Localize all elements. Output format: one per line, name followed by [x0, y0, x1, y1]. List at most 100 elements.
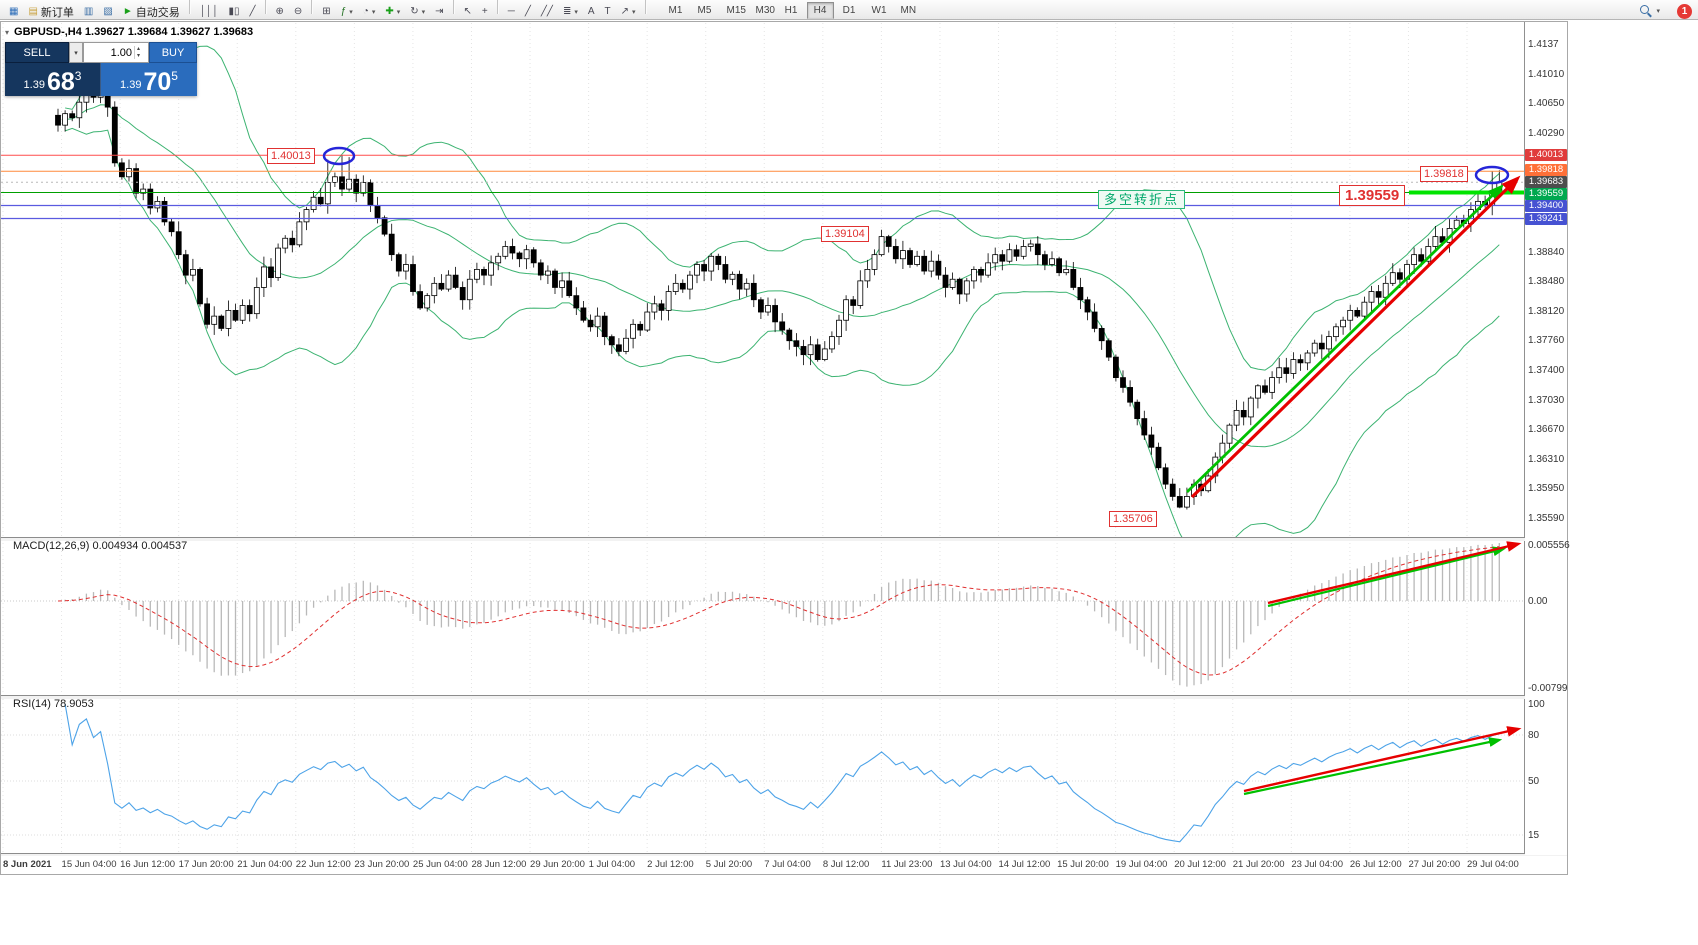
highlight-ellipse-2[interactable] [1474, 165, 1510, 185]
macd-green-trend-arrow[interactable] [1267, 546, 1507, 608]
zoom-in-button[interactable]: ⊕ [271, 3, 289, 21]
rsi-red-trend-arrow[interactable] [1243, 726, 1522, 793]
trendline-icon: ╱ [524, 5, 531, 17]
chart-window-gbpusd-h4: ▾ GBPUSD-,H4 1.39627 1.39684 1.39627 1.3… [0, 21, 1570, 875]
toolbar-separator [644, 0, 647, 14]
equidistant-channel-icon: ╱╱ [540, 5, 553, 17]
notification-badge[interactable]: 1 [1677, 3, 1692, 19]
highlight-ellipse-1[interactable] [322, 146, 356, 166]
cycles-button[interactable]: ↻ ▾ [405, 3, 430, 21]
time-axis[interactable]: 8 Jun 2021 15 Jun 04:00 16 Jun 12:00 17 Jun… [1, 856, 1567, 874]
macd-scale-label: 0.005556 [1528, 540, 1570, 551]
main-green-trend-arrow[interactable] [1186, 184, 1505, 494]
arrows-tool-button[interactable]: ↗ ▾ [616, 3, 641, 21]
text-tool-icon: A [587, 5, 595, 17]
tile-windows-button[interactable]: ⊞ [317, 3, 335, 21]
chart-canvas[interactable] [1, 22, 1567, 853]
indicators-list-button[interactable]: ƒ ▾ [336, 3, 358, 21]
price-axis-label: 1.35590 [1528, 512, 1565, 524]
horizontal-line-icon: ─ [507, 5, 515, 17]
autotrading-button[interactable]: ► 自动交易 [118, 3, 185, 21]
macd-label: MACD(12,26,9) 0.004934 0.004537 [13, 540, 188, 552]
timeframe-w1-button[interactable]: W1 [865, 2, 892, 19]
timeframe-mn-button[interactable]: MN [894, 2, 921, 19]
profiles-button[interactable]: ▧ [98, 3, 117, 21]
timeframe-h1-button[interactable]: H1 [778, 2, 805, 19]
periods-icon: ◔ [362, 5, 369, 17]
candles-chart-button[interactable]: ▮▯ [223, 3, 244, 21]
bars-chart-button[interactable]: │││ [195, 3, 224, 21]
timeframe-m1-button[interactable]: M1 [662, 2, 689, 19]
panel-splitter-rsi-axis[interactable] [1, 853, 1567, 857]
order-options-dropdown[interactable]: ▾ [69, 42, 83, 63]
app-menu-icon[interactable]: ▦ [4, 3, 23, 21]
toolbar-separator [264, 0, 267, 14]
rsi-green-trend-arrow[interactable] [1243, 737, 1503, 796]
sell-button[interactable]: SELL [5, 42, 69, 63]
chevron-down-icon: ▾ [371, 8, 376, 16]
timeframe-m15-button[interactable]: M15 [720, 2, 747, 19]
panel-splitter-macd-rsi[interactable] [1, 695, 1567, 699]
time-axis-label: 21 Jun 04:00 [237, 859, 293, 870]
label-tool-icon: T [604, 5, 611, 17]
price-axis-label: 1.38480 [1528, 276, 1565, 287]
volume-input[interactable] [84, 46, 134, 59]
auto-scroll-button[interactable]: ⇥ [430, 3, 448, 21]
rsi-scale-label: 50 [1528, 776, 1540, 787]
one-click-panel-toggle[interactable]: ▾ [5, 27, 10, 37]
annotation-1.39104[interactable]: 1.39104 [821, 226, 869, 242]
volume-increase-button[interactable]: ▴ [137, 45, 141, 52]
horizontal-level-lines[interactable] [1, 154, 1524, 220]
time-axis-label: 1 Jul 04:00 [588, 859, 636, 870]
timeframe-d1-button[interactable]: D1 [836, 2, 863, 19]
time-axis-label: 21 Jul 20:00 [1232, 859, 1285, 870]
rsi-scale-label: 100 [1528, 699, 1545, 710]
horizontal-line-button[interactable]: ─ [503, 3, 520, 21]
search-symbol-button[interactable]: ▾ [1635, 2, 1665, 20]
trend-arrows[interactable] [322, 146, 1522, 796]
timeframe-m5-button[interactable]: M5 [691, 2, 718, 19]
panel-splitter-main-macd[interactable] [1, 537, 1567, 541]
templates-icon: ✚ [385, 5, 394, 17]
templates-button[interactable]: ✚ ▾ [380, 3, 405, 21]
text-tool-button[interactable]: A [583, 3, 600, 21]
price-scale[interactable]: 1.4137 1.41010 1.40650 1.40290 1.38840 1.3848… [1525, 22, 1570, 855]
candlesticks [55, 78, 1503, 510]
new-order-icon: ▤ [28, 5, 38, 17]
charts-window-button[interactable]: ▥ [79, 3, 98, 21]
label-tool-button[interactable]: T [600, 3, 616, 21]
fibonacci-icon: ≣ [562, 5, 572, 17]
chevron-down-icon: ▾ [421, 8, 426, 16]
price-tag-1.39400: 1.39400 [1525, 200, 1567, 212]
cursor-button[interactable]: ↖ [459, 3, 477, 21]
volume-decrease-button[interactable]: ▾ [137, 52, 141, 59]
price-axis-label: 1.36310 [1528, 453, 1565, 465]
buy-price-big-digits: 70 [143, 67, 172, 96]
timeframe-h4-button[interactable]: H4 [806, 2, 834, 19]
annotation-1.40013[interactable]: 1.40013 [267, 148, 315, 164]
main-red-trend-arrow[interactable] [1190, 175, 1521, 499]
equidistant-channel-button[interactable]: ╱╱ [536, 3, 558, 21]
annotation-1.39818[interactable]: 1.39818 [1420, 166, 1468, 182]
time-axis-label: 26 Jul 12:00 [1349, 859, 1402, 870]
price-tag-1.39241: 1.39241 [1525, 213, 1567, 225]
price-axis-label: 1.37760 [1528, 335, 1565, 346]
line-chart-button[interactable]: ╱ [244, 3, 260, 21]
annotation-1.39559[interactable]: 1.39559 [1339, 185, 1406, 206]
timeframe-m30-button[interactable]: M30 [749, 2, 776, 19]
bollinger-bands [64, 45, 1500, 537]
annotation-1.35706[interactable]: 1.35706 [1109, 511, 1157, 527]
zoom-out-button[interactable]: ⊖ [289, 3, 307, 21]
crosshair-button[interactable]: + [477, 3, 493, 21]
macd-red-trend-arrow[interactable] [1267, 541, 1522, 605]
periods-button[interactable]: ◔ ▾ [358, 3, 381, 21]
price-axis-label: 1.41010 [1528, 68, 1565, 80]
buy-price-display[interactable]: 1.39 70 5 [101, 63, 197, 96]
new-order-button[interactable]: ▤ 新订单 [23, 3, 78, 21]
fibonacci-button[interactable]: ≣ ▾ [558, 3, 583, 21]
buy-button[interactable]: BUY [149, 42, 197, 63]
trendline-button[interactable]: ╱ [520, 3, 536, 21]
annotation-多空转折点[interactable]: 多空转折点 [1098, 190, 1186, 209]
sell-price-display[interactable]: 1.39 68 3 [5, 63, 101, 96]
